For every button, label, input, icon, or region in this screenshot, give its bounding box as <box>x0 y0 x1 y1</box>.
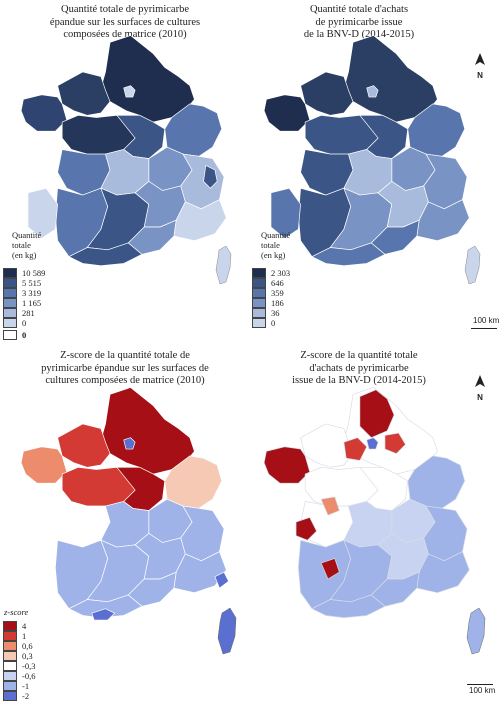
region-marne-red <box>384 432 406 454</box>
panel-title: Z-score de la quantité totale d'achats d… <box>292 350 426 386</box>
region-pyrenees <box>68 594 143 619</box>
region-paris-small <box>366 85 379 98</box>
region-paris-blue <box>366 437 379 450</box>
region-centre <box>116 114 166 159</box>
region-vendee-red <box>295 517 317 541</box>
legend-swatch <box>3 621 17 631</box>
region-brittany <box>263 446 311 484</box>
legend-swatch <box>252 268 266 278</box>
map-france-quantity-2010 <box>20 35 232 285</box>
region-north <box>100 35 195 123</box>
legend-swatch <box>252 308 266 318</box>
panel-title: Quantité totale d'achats de pyrimicarbe … <box>303 4 415 40</box>
region-pyrenees <box>311 594 386 619</box>
legend-title: z-score <box>4 607 29 617</box>
region-east <box>164 455 223 509</box>
region-centre <box>359 114 409 159</box>
legend-swatch <box>3 641 17 651</box>
legend-swatch <box>252 288 266 298</box>
legend-swatch <box>3 671 17 681</box>
legend-swatch <box>3 651 17 661</box>
region-pyrenees-dark <box>91 608 115 621</box>
region-alps-dark <box>214 571 229 589</box>
region-south-west-light <box>270 187 301 239</box>
region-languedoc <box>127 571 177 607</box>
corsica <box>466 607 486 655</box>
corsica <box>464 245 481 285</box>
region-normandy <box>57 423 111 468</box>
legend-swatch <box>252 318 266 328</box>
north-arrow-icon: N <box>473 52 487 80</box>
legend-swatch <box>3 330 17 340</box>
panel-title: Z-score de la quantité totale de pyrimic… <box>41 350 209 386</box>
region-alps-dark <box>203 165 218 189</box>
map-france-zscore-2010 <box>20 387 237 655</box>
region-normandy <box>57 71 111 116</box>
region-brittany <box>20 446 68 484</box>
region-paris-small <box>123 437 136 450</box>
region-languedoc <box>370 219 420 255</box>
region-gironde-red <box>320 558 340 580</box>
region-pyrenees <box>311 242 386 267</box>
region-normandy <box>300 71 354 116</box>
region-east <box>164 103 223 157</box>
legend-swatch <box>3 278 17 288</box>
legend-swatch <box>3 681 17 691</box>
legend-swatch <box>3 298 17 308</box>
panel-top-left: Quantité totale de pyrimicarbe épandue s… <box>0 0 250 350</box>
region-paris-small <box>123 85 136 98</box>
panel-bottom-left: Z-score de la quantité totale de pyrimic… <box>0 350 250 701</box>
legend-swatch <box>3 631 17 641</box>
region-west-white <box>45 505 68 532</box>
region-centre <box>116 466 166 511</box>
region-north <box>343 35 438 123</box>
legend-title: Quantité totale (en kg) <box>261 230 291 260</box>
region-north <box>100 387 195 475</box>
region-south-west-light <box>27 187 58 239</box>
legend-swatch <box>3 661 17 671</box>
scale-bar: 100 km <box>467 684 496 695</box>
region-east <box>407 455 466 509</box>
region-north-red <box>359 389 395 438</box>
scale-bar-line <box>471 328 497 329</box>
legend-quantity-left: 10 589 5 515 3 319 1 165 281 0 0 <box>3 268 63 358</box>
region-brittany <box>263 94 311 132</box>
map-france-purchases-2014-2015 <box>263 35 481 285</box>
region-brittany <box>20 94 68 132</box>
region-normandy <box>300 423 354 468</box>
panel-bottom-right: Z-score de la quantité totale d'achats d… <box>249 350 499 700</box>
region-languedoc <box>127 219 177 255</box>
scale-bar-line <box>467 684 493 685</box>
corsica <box>217 607 237 655</box>
panel-title: Quantité totale de pyrimicarbe épandue s… <box>49 4 201 40</box>
legend-swatch <box>252 298 266 308</box>
legend-swatch <box>3 268 17 278</box>
legend-swatch <box>252 278 266 288</box>
legend-zscore: 4 1 0,6 0,3 -0,3 -0,6 -1 -2 <box>3 621 63 701</box>
region-east <box>407 103 466 157</box>
region-paris-red <box>343 437 368 461</box>
north-arrow-icon: N <box>473 374 487 402</box>
legend-title: Quantité totale (en kg) <box>12 230 42 260</box>
scale-bar: 100 km <box>471 316 499 330</box>
legend-swatch <box>3 308 17 318</box>
region-north <box>343 387 438 475</box>
panel-top-right: Quantité totale d'achats de pyrimicarbe … <box>249 0 499 350</box>
legend-swatch <box>3 288 17 298</box>
legend-quantity-right: 2 303 646 359 186 36 0 <box>252 268 312 338</box>
map-france-zscore-purchases <box>263 387 486 655</box>
corsica <box>215 245 232 285</box>
legend-swatch <box>3 318 17 328</box>
region-centre <box>359 466 409 511</box>
region-languedoc <box>370 571 420 607</box>
region-pyrenees <box>68 242 143 267</box>
region-loire-orange <box>320 496 340 516</box>
